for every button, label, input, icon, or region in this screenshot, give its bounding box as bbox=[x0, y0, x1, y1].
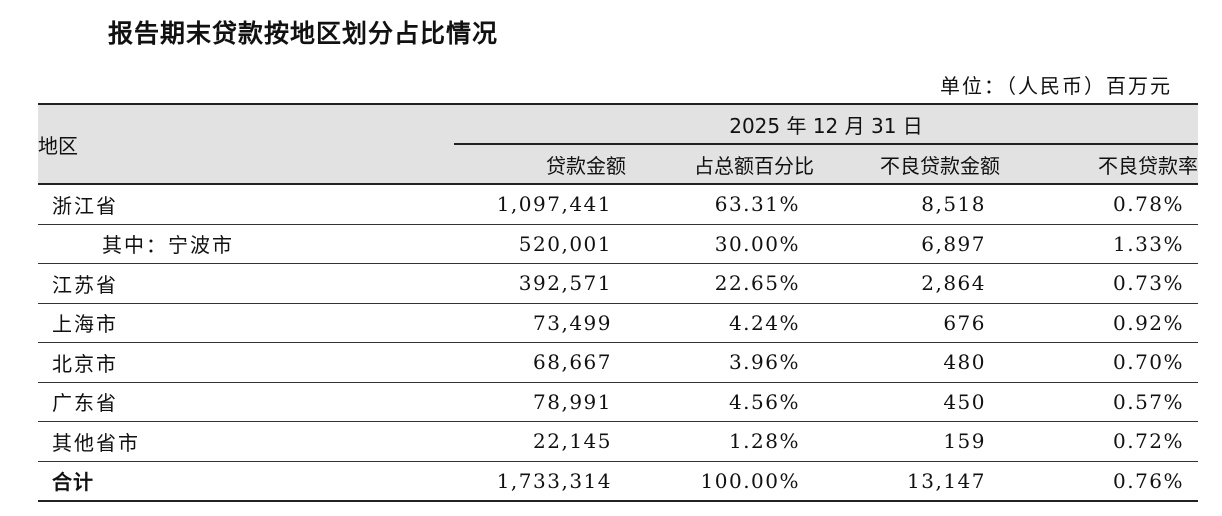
table-row: 浙江省 1,097,441 63.31% 8,518 0.78% bbox=[38, 184, 1199, 225]
npl-amount-cell: 2,864 bbox=[814, 263, 1000, 304]
npl-ratio-cell: 0.78% bbox=[1000, 184, 1199, 225]
region-cell: 广东省 bbox=[38, 382, 454, 422]
share-cell: 4.24% bbox=[626, 303, 814, 343]
loan-amount-header: 贷款金额 bbox=[454, 144, 626, 185]
npl-amount-cell: 13,147 bbox=[814, 461, 1000, 502]
table-row: 其他省市 22,145 1.28% 159 0.72% bbox=[38, 421, 1199, 462]
region-column-header: 地区 bbox=[38, 103, 454, 185]
table-row: 北京市 68,667 3.96% 480 0.70% bbox=[38, 342, 1199, 383]
loan-amount-cell: 22,145 bbox=[454, 421, 626, 462]
npl-ratio-header: 不良贷款率 bbox=[1000, 144, 1199, 185]
share-cell: 100.00% bbox=[626, 461, 814, 502]
npl-ratio-cell: 0.73% bbox=[1000, 263, 1199, 304]
npl-amount-cell: 676 bbox=[814, 303, 1000, 343]
loan-amount-cell: 1,097,441 bbox=[454, 184, 626, 225]
loan-region-table: 地区 2025 年 12 月 31 日 贷款金额 占总额百分比 不良贷款金额 不… bbox=[38, 103, 1199, 502]
region-cell: 浙江省 bbox=[38, 184, 454, 225]
npl-amount-header: 不良贷款金额 bbox=[814, 144, 1000, 185]
table-row: 江苏省 392,571 22.65% 2,864 0.73% bbox=[38, 263, 1199, 304]
share-cell: 22.65% bbox=[626, 263, 814, 304]
table-row: 广东省 78,991 4.56% 450 0.57% bbox=[38, 382, 1199, 422]
loan-amount-cell: 78,991 bbox=[454, 382, 626, 422]
npl-ratio-cell: 0.70% bbox=[1000, 342, 1199, 383]
npl-ratio-cell: 1.33% bbox=[1000, 224, 1199, 264]
npl-ratio-cell: 0.92% bbox=[1000, 303, 1199, 343]
npl-amount-cell: 480 bbox=[814, 342, 1000, 383]
npl-amount-cell: 8,518 bbox=[814, 184, 1000, 225]
region-cell: 其他省市 bbox=[38, 421, 454, 462]
npl-ratio-cell: 0.57% bbox=[1000, 382, 1199, 422]
date-column-header: 2025 年 12 月 31 日 bbox=[454, 103, 1199, 145]
table-total-row: 合计 1,733,314 100.00% 13,147 0.76% bbox=[38, 461, 1199, 502]
unit-label: 单位：（人民币）百万元 bbox=[940, 74, 1172, 98]
share-cell: 1.28% bbox=[626, 421, 814, 462]
share-header: 占总额百分比 bbox=[626, 144, 814, 185]
page-title: 报告期末贷款按地区划分占比情况 bbox=[108, 19, 499, 48]
npl-amount-cell: 159 bbox=[814, 421, 1000, 462]
loan-amount-cell: 520,001 bbox=[454, 224, 626, 264]
npl-ratio-cell: 0.76% bbox=[1000, 461, 1199, 502]
region-cell: 北京市 bbox=[38, 342, 454, 383]
npl-amount-cell: 450 bbox=[814, 382, 1000, 422]
table-row: 其中：宁波市 520,001 30.00% 6,897 1.33% bbox=[38, 224, 1199, 264]
share-cell: 3.96% bbox=[626, 342, 814, 383]
npl-ratio-cell: 0.72% bbox=[1000, 421, 1199, 462]
region-cell: 江苏省 bbox=[38, 263, 454, 304]
npl-amount-cell: 6,897 bbox=[814, 224, 1000, 264]
loan-amount-cell: 73,499 bbox=[454, 303, 626, 343]
region-cell: 上海市 bbox=[38, 303, 454, 343]
total-label: 合计 bbox=[38, 461, 454, 502]
table-row: 上海市 73,499 4.24% 676 0.92% bbox=[38, 303, 1199, 343]
share-cell: 4.56% bbox=[626, 382, 814, 422]
share-cell: 63.31% bbox=[626, 184, 814, 225]
loan-amount-cell: 68,667 bbox=[454, 342, 626, 383]
loan-amount-cell: 392,571 bbox=[454, 263, 626, 304]
share-cell: 30.00% bbox=[626, 224, 814, 264]
region-cell: 其中：宁波市 bbox=[38, 224, 454, 264]
loan-amount-cell: 1,733,314 bbox=[454, 461, 626, 502]
